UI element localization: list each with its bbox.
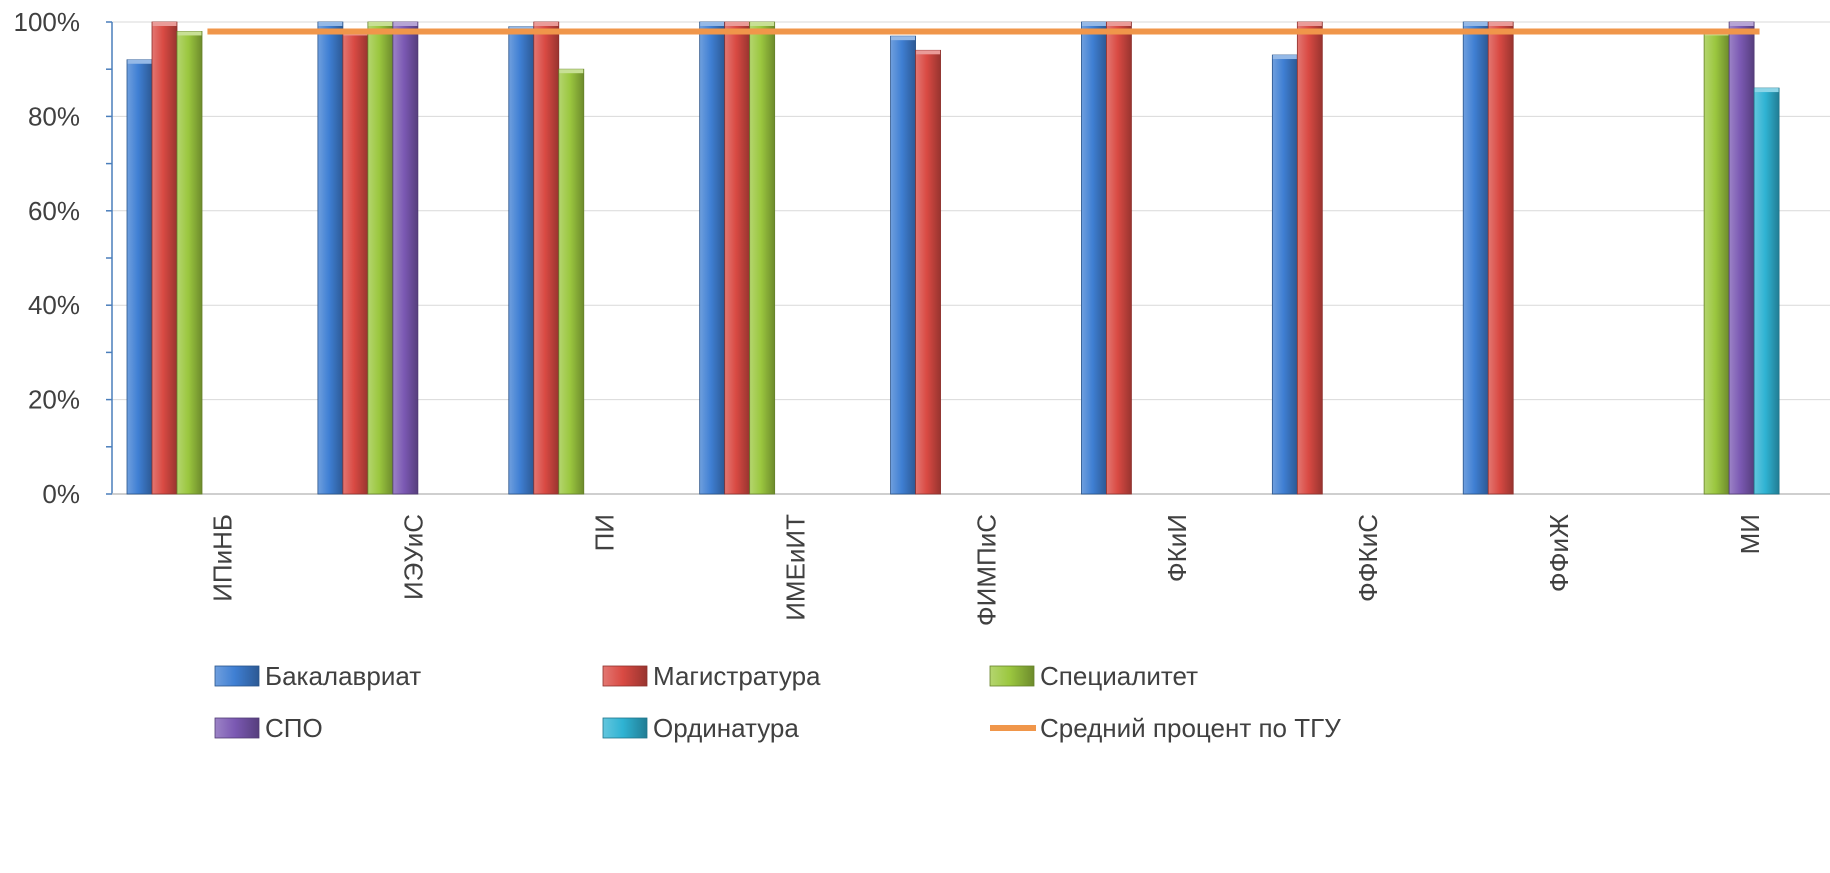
legend-label-2: Магистратура: [653, 661, 821, 691]
bar-2-6: [1106, 21, 1132, 495]
bar-top-highlight: [1729, 22, 1754, 26]
bar-top-highlight: [700, 22, 725, 26]
bar-2-4: [724, 21, 751, 495]
bar-top-highlight: [368, 22, 393, 26]
y-tick-label: 100%: [14, 7, 81, 37]
x-tick-label: ФФиЖ: [1544, 514, 1574, 592]
bar-2-1: [151, 21, 178, 495]
bar-top-highlight: [152, 22, 177, 26]
y-tick-label: 20%: [28, 385, 80, 415]
bar-top-highlight: [1463, 22, 1488, 26]
bar-2-3: [533, 21, 560, 495]
bar-1-8: [1462, 21, 1489, 495]
bar-4-2: [392, 21, 419, 495]
bar-top-highlight: [1106, 22, 1131, 26]
bar-top-highlight: [1297, 22, 1322, 26]
x-tick-label: ИПиНБ: [208, 514, 238, 602]
bar-top-highlight: [1488, 22, 1513, 26]
bar-3-3: [558, 68, 585, 495]
bar-2-2: [342, 31, 369, 495]
legend-swatch-3: [989, 665, 1035, 687]
bar-top-highlight: [534, 22, 559, 26]
bar-top-highlight: [393, 22, 418, 26]
bar-2-8: [1487, 21, 1514, 495]
bar-1-5: [890, 35, 916, 495]
bar-top-highlight: [750, 22, 775, 26]
legend-label-1: Бакалавриат: [265, 661, 421, 691]
x-tick-label: ФИМПиС: [971, 514, 1001, 626]
y-tick-label: 40%: [28, 290, 80, 320]
bar-2-5: [915, 49, 941, 495]
bar-1-3: [508, 26, 535, 495]
legend-swatch-1: [214, 665, 260, 687]
bar-1-6: [1081, 21, 1107, 495]
bar-top-highlight: [318, 22, 343, 26]
x-tick-label: ФКиИ: [1162, 514, 1192, 582]
x-tick-label: ИМЕиИТ: [780, 514, 810, 621]
bar-1-1: [126, 59, 153, 495]
bar-top-highlight: [725, 22, 750, 26]
bar-top-highlight: [177, 31, 202, 36]
legend-label-3: Специалитет: [1040, 661, 1198, 691]
bar-1-2: [317, 21, 344, 495]
bar-3-1: [176, 31, 203, 495]
x-tick-label: ИЭУиС: [399, 514, 429, 600]
bar-top-highlight: [127, 59, 152, 64]
bar-top-highlight: [1081, 22, 1106, 26]
legend-label-4: СПО: [265, 713, 323, 743]
bar-5-9: [1753, 87, 1780, 495]
bar-3-4: [749, 21, 776, 495]
x-tick-label: ПИ: [589, 514, 619, 551]
bar-top-highlight: [559, 69, 584, 74]
bar-1-4: [699, 21, 726, 495]
bar-top-highlight: [891, 36, 916, 41]
y-tick-label: 0%: [42, 479, 80, 509]
x-tick-label: МИ: [1735, 514, 1765, 554]
bar-4-9: [1728, 21, 1755, 495]
bar-3-2: [367, 21, 394, 495]
bar-1-7: [1271, 54, 1298, 495]
bar-top-highlight: [1754, 88, 1779, 93]
bar-top-highlight: [1272, 55, 1297, 60]
bar-2-7: [1296, 21, 1323, 495]
legend-label-6: Средний процент по ТГУ: [1040, 713, 1341, 743]
y-tick-label: 80%: [28, 101, 80, 131]
legend-swatch-5: [602, 717, 648, 739]
legend-swatch-2: [602, 665, 648, 687]
bar-top-highlight: [916, 50, 941, 55]
x-tick-label: ФФКиС: [1353, 514, 1383, 602]
bar-3-9: [1703, 31, 1730, 495]
legend-label-5: Ординатура: [653, 713, 799, 743]
legend-swatch-4: [214, 717, 260, 739]
y-tick-label: 60%: [28, 196, 80, 226]
